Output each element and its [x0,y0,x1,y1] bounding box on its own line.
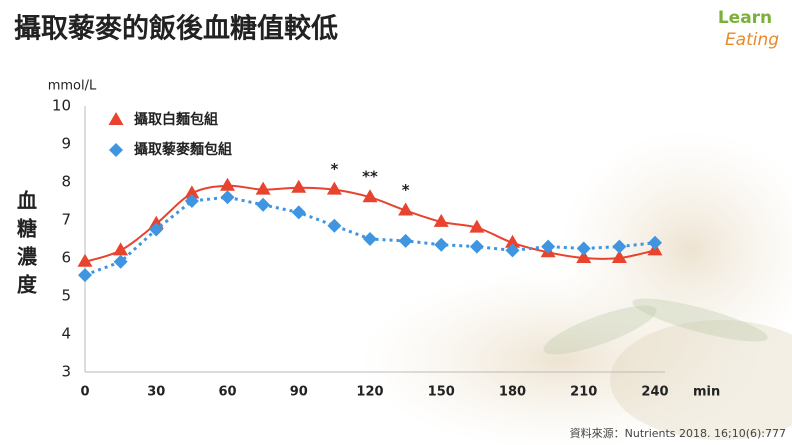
data-point [576,241,591,256]
logo-learn: Learn [718,8,772,28]
data-point [469,239,484,254]
data-point [362,189,378,203]
legend-label: 攝取白麵包組 [134,111,218,128]
legend-marker [108,112,124,125]
source: 資料來源：Nutrients 2018. 16;10(6):777 [570,426,786,440]
y-unit: mmol/L [48,79,97,94]
background-decor [360,130,792,445]
data-point [398,202,414,216]
data-point [612,239,627,254]
legend-marker [109,143,123,157]
data-point [505,243,520,258]
data-point [326,181,342,195]
y-tick-label: 6 [61,249,71,267]
annotation: * [402,181,410,199]
logo-eating: Eating [725,30,779,50]
y-axis-label: 血糖濃度 [14,189,38,302]
data-point [541,239,556,254]
y-tick-label: 9 [61,135,71,153]
data-point [291,205,306,220]
data-point [291,179,307,193]
x-tick-label: 210 [570,385,597,400]
x-tick-label: 150 [428,385,455,400]
x-tick-label: 180 [499,385,526,400]
y-tick-label: 3 [61,363,71,381]
data-point [113,242,129,256]
data-point [434,237,449,252]
annotation: * [330,160,338,178]
x-tick-label: 120 [356,385,383,400]
data-point [256,197,271,212]
data-point [255,181,271,195]
data-point [576,250,592,263]
data-point [77,253,93,267]
x-tick-label: 60 [218,385,236,400]
data-point [184,194,199,208]
data-point [611,250,627,263]
data-point [220,190,235,205]
y-tick-label: 10 [52,97,71,115]
data-point [469,219,485,233]
page-title: 攝取藜麥的飯後血糖值較低 [14,13,338,45]
data-point [505,234,520,248]
data-point [220,177,235,191]
data-point [184,185,200,199]
x-tick-label: 0 [80,385,89,400]
x-tick-label: 90 [290,385,308,400]
data-point [433,213,449,227]
data-point [327,218,342,233]
data-point [648,235,662,250]
y-tick-label: 7 [61,211,71,229]
y-tick-label: 5 [61,287,71,305]
y-tick-label: 8 [61,173,71,191]
x-tick-label: 30 [147,385,165,400]
y-tick-label: 4 [61,325,71,343]
x-unit: min [693,385,720,400]
legend-label: 攝取藜麥麵包組 [134,141,232,158]
data-point [149,222,164,237]
data-point [113,254,128,269]
data-point [78,268,92,283]
annotation: ** [362,168,378,186]
data-point [363,232,377,246]
x-tick-label: 240 [641,385,668,400]
data-point [398,233,413,248]
